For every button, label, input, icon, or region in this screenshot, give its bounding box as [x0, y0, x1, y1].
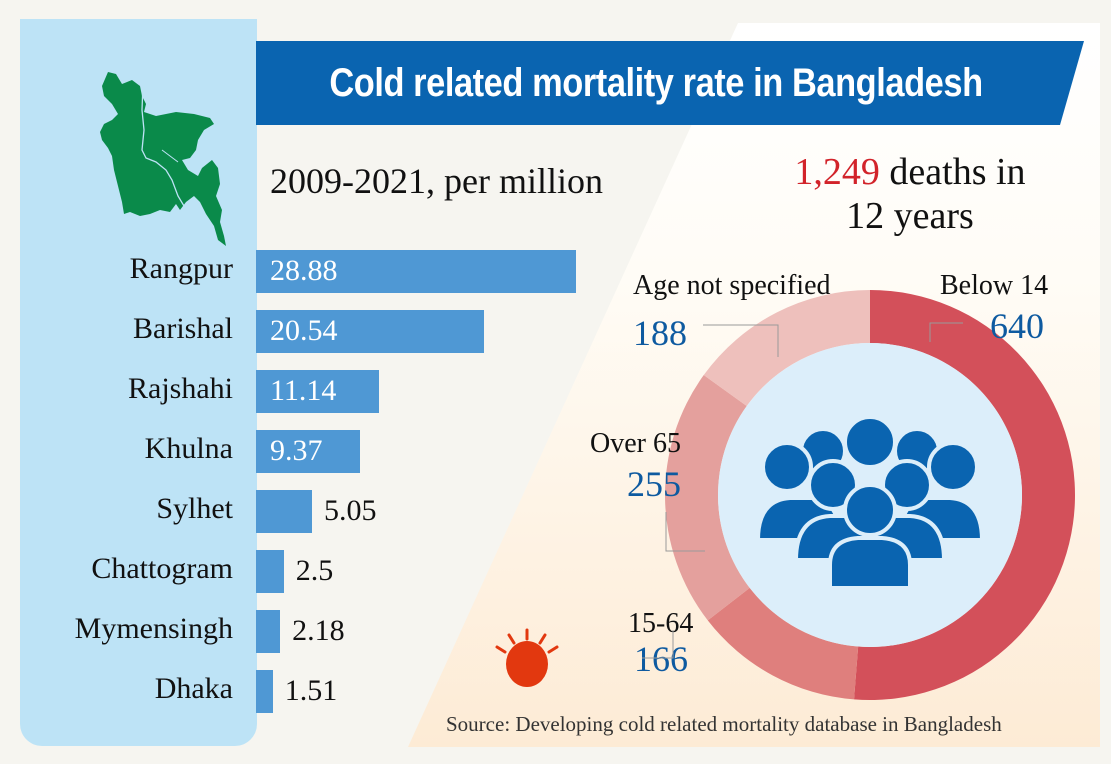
bar-value-label: 5.05 — [323, 494, 377, 527]
donut-label-15-64: 15-64 — [628, 608, 694, 639]
donut-label-over-65: Over 65 — [590, 428, 681, 459]
bar — [256, 670, 273, 713]
leader-line-age-not-specified — [703, 324, 779, 357]
leader-line-below-14 — [929, 322, 963, 342]
source-note: Source: Developing cold related mortalit… — [446, 712, 1002, 736]
donut-slice-over-65 — [665, 375, 750, 621]
category-label: Mymensingh — [74, 612, 233, 645]
bar-value-label: 9.37 — [270, 434, 323, 467]
donut-value-age-not-specified: 188 — [633, 313, 687, 353]
category-label: Barishal — [133, 312, 233, 345]
leader-line-over-65 — [665, 512, 705, 552]
leader-line-15-64 — [642, 630, 674, 659]
category-label: Khulna — [144, 432, 233, 465]
headline: 1,249 deaths in 12 years — [740, 150, 1080, 238]
bar-value-label: 20.54 — [270, 314, 338, 347]
donut-value-over-65: 255 — [627, 464, 681, 504]
bar-value-label: 28.88 — [270, 254, 338, 287]
bar — [256, 490, 312, 533]
bar — [256, 430, 360, 473]
donut-value-below-14: 640 — [990, 306, 1044, 346]
donut-slice-15-64 — [707, 587, 859, 700]
bar-chart-subtitle: 2009-2021, per million — [270, 161, 603, 201]
bar — [256, 310, 484, 353]
category-label: Chattogram — [91, 552, 233, 585]
bar-value-label: 1.51 — [284, 674, 338, 707]
headline-text-1: deaths in — [879, 151, 1026, 193]
category-label: Sylhet — [156, 492, 233, 525]
headline-text-2: 12 years — [846, 195, 974, 237]
category-label: Dhaka — [154, 672, 233, 705]
bar — [256, 550, 284, 593]
category-label: Rangpur — [129, 252, 233, 285]
bar-value-label: 2.18 — [292, 614, 345, 647]
donut-slice-age-not-specified — [703, 290, 870, 407]
bar-value-label: 11.14 — [270, 374, 337, 407]
category-label: Rajshahi — [128, 372, 233, 405]
headline-number: 1,249 — [794, 151, 880, 193]
bar — [256, 250, 576, 293]
page-title: Cold related mortality rate in Banglades… — [329, 60, 983, 105]
donut-label-age-not-specified: Age not specified — [633, 270, 831, 301]
bar — [256, 370, 380, 413]
donut-label-below-14: Below 14 — [940, 270, 1049, 301]
donut-slice-below-14 — [854, 290, 1075, 700]
bar-value-label: 2.5 — [295, 554, 334, 587]
bar — [256, 610, 281, 653]
donut-value-15-64: 166 — [634, 639, 688, 679]
